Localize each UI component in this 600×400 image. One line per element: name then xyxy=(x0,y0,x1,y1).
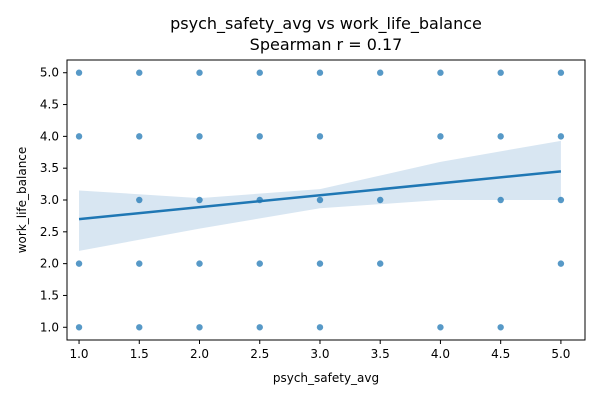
data-point xyxy=(557,69,565,76)
data-point xyxy=(256,324,263,331)
data-point xyxy=(497,324,504,331)
data-point xyxy=(557,196,565,204)
data-point xyxy=(256,69,263,76)
data-point xyxy=(557,260,565,267)
data-point xyxy=(437,133,444,140)
data-point xyxy=(75,133,83,140)
y-tick-label: 4.0 xyxy=(40,129,59,143)
data-point xyxy=(437,69,444,76)
data-point xyxy=(136,260,143,267)
y-tick-label: 4.5 xyxy=(40,98,59,112)
data-point xyxy=(316,133,324,140)
data-point xyxy=(316,196,324,204)
x-tick-label: 3.5 xyxy=(371,347,390,361)
data-point xyxy=(256,133,263,140)
data-point xyxy=(377,196,384,204)
data-point xyxy=(196,196,203,204)
data-point xyxy=(196,69,203,76)
data-points-group xyxy=(75,69,565,331)
data-point xyxy=(196,133,203,140)
data-point xyxy=(75,69,83,76)
data-point xyxy=(316,260,324,267)
regression-line xyxy=(78,170,562,221)
regression-line-group xyxy=(78,170,562,221)
data-point xyxy=(196,324,203,331)
data-point xyxy=(316,69,324,76)
y-tick-label: 1.5 xyxy=(40,288,59,302)
data-point xyxy=(256,260,263,267)
data-point xyxy=(437,324,444,331)
x-tick-label: 3.0 xyxy=(310,347,329,361)
data-point xyxy=(75,324,83,331)
y-axis: 1.0 1.5 2.0 2.5 3.0 3.5 4.0 4.5 5.0 xyxy=(40,66,67,334)
x-tick-label: 1.5 xyxy=(130,347,149,361)
x-tick-label: 2.5 xyxy=(250,347,269,361)
data-point xyxy=(75,260,83,267)
x-tick-label: 4.5 xyxy=(491,347,510,361)
data-point xyxy=(136,196,143,204)
x-tick-label: 1.0 xyxy=(69,347,88,361)
data-point xyxy=(136,324,143,331)
chart-subtitle: Spearman r = 0.17 xyxy=(250,35,403,54)
y-axis-label: work_life_balance xyxy=(15,147,29,254)
data-point xyxy=(557,133,565,140)
data-point xyxy=(316,324,324,331)
data-point xyxy=(497,69,504,76)
y-tick-label: 3.0 xyxy=(40,193,59,207)
y-tick-label: 2.0 xyxy=(40,257,59,271)
x-tick-label: 2.0 xyxy=(190,347,209,361)
y-tick-label: 2.5 xyxy=(40,225,59,239)
chart-title: psych_safety_avg vs work_life_balance xyxy=(170,14,482,34)
x-tick-label: 5.0 xyxy=(551,347,570,361)
data-point xyxy=(196,260,203,267)
x-axis: 1.0 1.5 2.0 2.5 3.0 3.5 4.0 4.5 5.0 xyxy=(69,340,570,361)
data-point xyxy=(497,196,504,204)
data-point xyxy=(497,133,504,140)
y-tick-label: 1.0 xyxy=(40,320,59,334)
data-point xyxy=(377,69,384,76)
x-tick-label: 4.0 xyxy=(431,347,450,361)
data-point xyxy=(136,133,143,140)
y-tick-label: 3.5 xyxy=(40,161,59,175)
x-axis-label: psych_safety_avg xyxy=(273,371,379,385)
data-point xyxy=(377,260,384,267)
y-tick-label: 5.0 xyxy=(40,66,59,80)
data-point xyxy=(136,69,143,76)
